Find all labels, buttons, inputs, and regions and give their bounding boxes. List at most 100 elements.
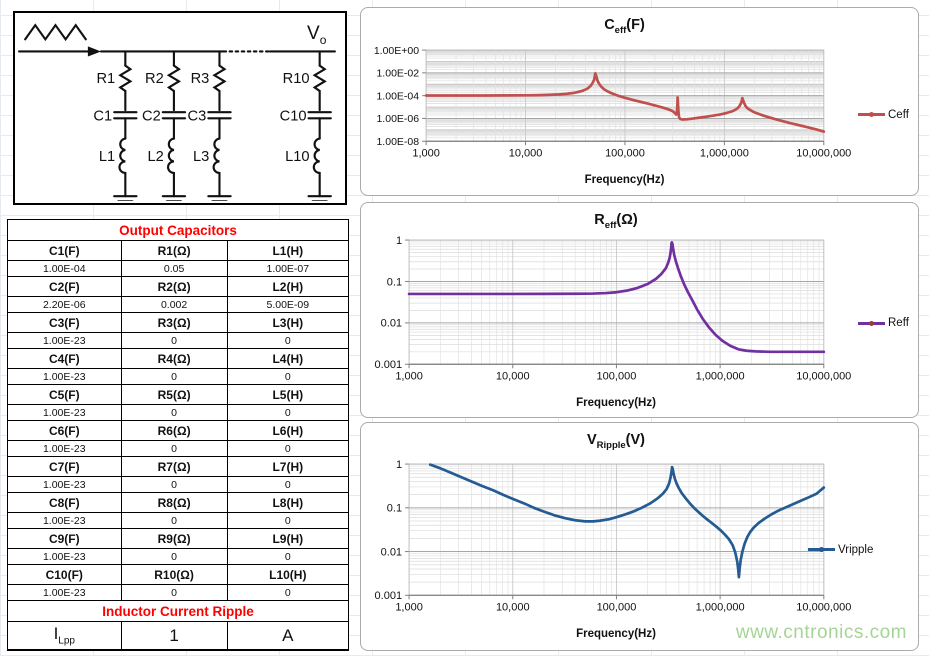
param-value-cell[interactable]: 1.00E-23	[8, 405, 122, 421]
param-header-cell[interactable]: C5(F)	[8, 385, 122, 405]
reff-series-line	[407, 241, 826, 354]
param-header-cell[interactable]: L4(H)	[227, 349, 348, 369]
param-value-cell[interactable]: 0	[121, 333, 228, 349]
chart-panel-reff[interactable]: 1 0.1 0.01 0.001 1,000 10,000 100,000 1,000,000…	[360, 202, 919, 418]
param-header-cell[interactable]: L8(H)	[227, 493, 348, 513]
param-header-cell[interactable]: R10(Ω)	[121, 565, 228, 585]
rcl-branch: R3 C3 L3	[188, 50, 232, 202]
param-header-cell[interactable]: R8(Ω)	[121, 493, 228, 513]
ripple-value-cell[interactable]: 1	[121, 622, 228, 650]
param-value-cell[interactable]: 1.00E-23	[8, 441, 122, 457]
param-value-cell[interactable]: 0	[121, 477, 228, 493]
inductor-label: L10	[285, 149, 309, 165]
param-value-cell[interactable]: 0	[121, 549, 228, 565]
resistor-label: R10	[283, 71, 310, 87]
output-capacitors-table: Output Capacitors C1(F) R1(Ω) L1(H) 1.00E-0…	[7, 219, 349, 651]
param-value-cell[interactable]: 0.05	[121, 261, 228, 277]
param-value-cell[interactable]: 0	[121, 585, 228, 601]
param-value-cell[interactable]: 0	[227, 405, 348, 421]
param-header-cell[interactable]: L7(H)	[227, 457, 348, 477]
param-header-cell[interactable]: C9(F)	[8, 529, 122, 549]
param-value-cell[interactable]: 0	[121, 369, 228, 385]
circuit-diagram: R1 C1 L1 R2 C2 L2 R3 C3 L3 R10 C10 L10 Vo	[13, 11, 347, 205]
param-header-cell[interactable]: L9(H)	[227, 529, 348, 549]
param-value-cell[interactable]: 1.00E-23	[8, 333, 122, 349]
param-header-cell[interactable]: R5(Ω)	[121, 385, 228, 405]
param-header-cell[interactable]: C3(F)	[8, 313, 122, 333]
param-header-cell[interactable]: L2(H)	[227, 277, 348, 297]
param-value-cell[interactable]: 1.00E-04	[8, 261, 122, 277]
ceff-legend-label: Ceff	[888, 108, 909, 121]
capacitor-label: C10	[280, 108, 307, 124]
param-value-cell[interactable]: 0	[227, 441, 348, 457]
capacitor-label: C3	[188, 108, 207, 124]
inductor-label: L1	[99, 149, 115, 165]
rcl-branch: R10 C10 L10	[280, 50, 332, 202]
param-header-cell[interactable]: C4(F)	[8, 349, 122, 369]
param-header-cell[interactable]: L10(H)	[227, 565, 348, 585]
param-header-cell[interactable]: R3(Ω)	[121, 313, 228, 333]
param-value-cell[interactable]: 1.00E-07	[227, 261, 348, 277]
param-value-cell[interactable]: 1.00E-23	[8, 513, 122, 529]
reff-x-axis-title: Frequency(Hz)	[576, 397, 656, 409]
param-value-cell[interactable]: 0	[227, 513, 348, 529]
x-tick-label: 10,000	[509, 147, 543, 159]
param-value-cell[interactable]: 5.00E-09	[227, 297, 348, 313]
vripple-legend-line	[808, 547, 835, 552]
param-header-cell[interactable]: R1(Ω)	[121, 241, 228, 261]
param-value-cell[interactable]: 1.00E-23	[8, 369, 122, 385]
ceff-legend-line	[858, 112, 885, 117]
param-header-cell[interactable]: R9(Ω)	[121, 529, 228, 549]
param-header-cell[interactable]: R7(Ω)	[121, 457, 228, 477]
param-value-cell[interactable]: 0	[121, 405, 228, 421]
param-value-cell[interactable]: 0	[227, 333, 348, 349]
x-tick-label: 10,000,000	[796, 370, 851, 382]
x-tick-label: 100,000	[605, 147, 645, 159]
param-value-cell[interactable]: 0	[121, 513, 228, 529]
param-header-cell[interactable]: R4(Ω)	[121, 349, 228, 369]
y-tick-label: 1	[396, 235, 402, 247]
param-header-cell[interactable]: C10(F)	[8, 565, 122, 585]
y-tick-label: 1.00E-02	[376, 68, 419, 80]
param-header-cell[interactable]: C1(F)	[8, 241, 122, 261]
param-header-cell[interactable]: L1(H)	[227, 241, 348, 261]
y-tick-label: 0.01	[381, 318, 402, 330]
param-value-cell[interactable]: 0	[121, 441, 228, 457]
rcl-branch: R1 C1 L1	[93, 50, 138, 202]
ceff-legend: Ceff	[858, 107, 909, 123]
param-header-cell[interactable]: C7(F)	[8, 457, 122, 477]
param-value-cell[interactable]: 0.002	[121, 297, 228, 313]
param-value-cell[interactable]: 0	[227, 477, 348, 493]
param-header-cell[interactable]: L6(H)	[227, 421, 348, 441]
param-header-cell[interactable]: R6(Ω)	[121, 421, 228, 441]
param-header-cell[interactable]: R2(Ω)	[121, 277, 228, 297]
y-tick-label: 1.00E-06	[376, 113, 419, 125]
resistor-icon	[166, 64, 182, 93]
param-header-cell[interactable]: C2(F)	[8, 277, 122, 297]
chart-panel-vripple[interactable]: 1 0.1 0.01 0.001 1,000 10,000 100,000 1,000,000…	[360, 422, 919, 651]
param-value-cell[interactable]: 1.00E-23	[8, 549, 122, 565]
vripple-legend-label: Vripple	[838, 543, 874, 556]
vripple-chart-title: VRipple(V)	[586, 432, 646, 451]
param-header-cell[interactable]: C8(F)	[8, 493, 122, 513]
current-arrow-icon	[87, 46, 102, 57]
param-value-cell[interactable]: 1.00E-23	[8, 585, 122, 601]
param-value-cell[interactable]: 1.00E-23	[8, 477, 122, 493]
vripple-x-axis-title: Frequency(Hz)	[576, 628, 656, 640]
param-value-cell[interactable]: 0	[227, 369, 348, 385]
triangle-wave-icon	[24, 23, 87, 42]
param-header-cell[interactable]: L3(H)	[227, 313, 348, 333]
param-header-cell[interactable]: C6(F)	[8, 421, 122, 441]
param-header-cell[interactable]: L5(H)	[227, 385, 348, 405]
ground-icon	[207, 195, 232, 202]
ripple-unit-cell[interactable]: A	[227, 622, 348, 650]
resistor-label: R3	[191, 71, 210, 87]
inductor-icon	[166, 137, 175, 174]
param-value-cell[interactable]: 0	[227, 585, 348, 601]
ripple-symbol-cell[interactable]: ILpp	[8, 622, 122, 650]
chart-panel-ceff[interactable]: 1.00E+00 1.00E-02 1.00E-04 1.00E-06 1.00E-08…	[360, 7, 919, 196]
y-tick-label: 1.00E+00	[374, 45, 419, 57]
param-value-cell[interactable]: 2.20E-06	[8, 297, 122, 313]
param-value-cell[interactable]: 0	[227, 549, 348, 565]
